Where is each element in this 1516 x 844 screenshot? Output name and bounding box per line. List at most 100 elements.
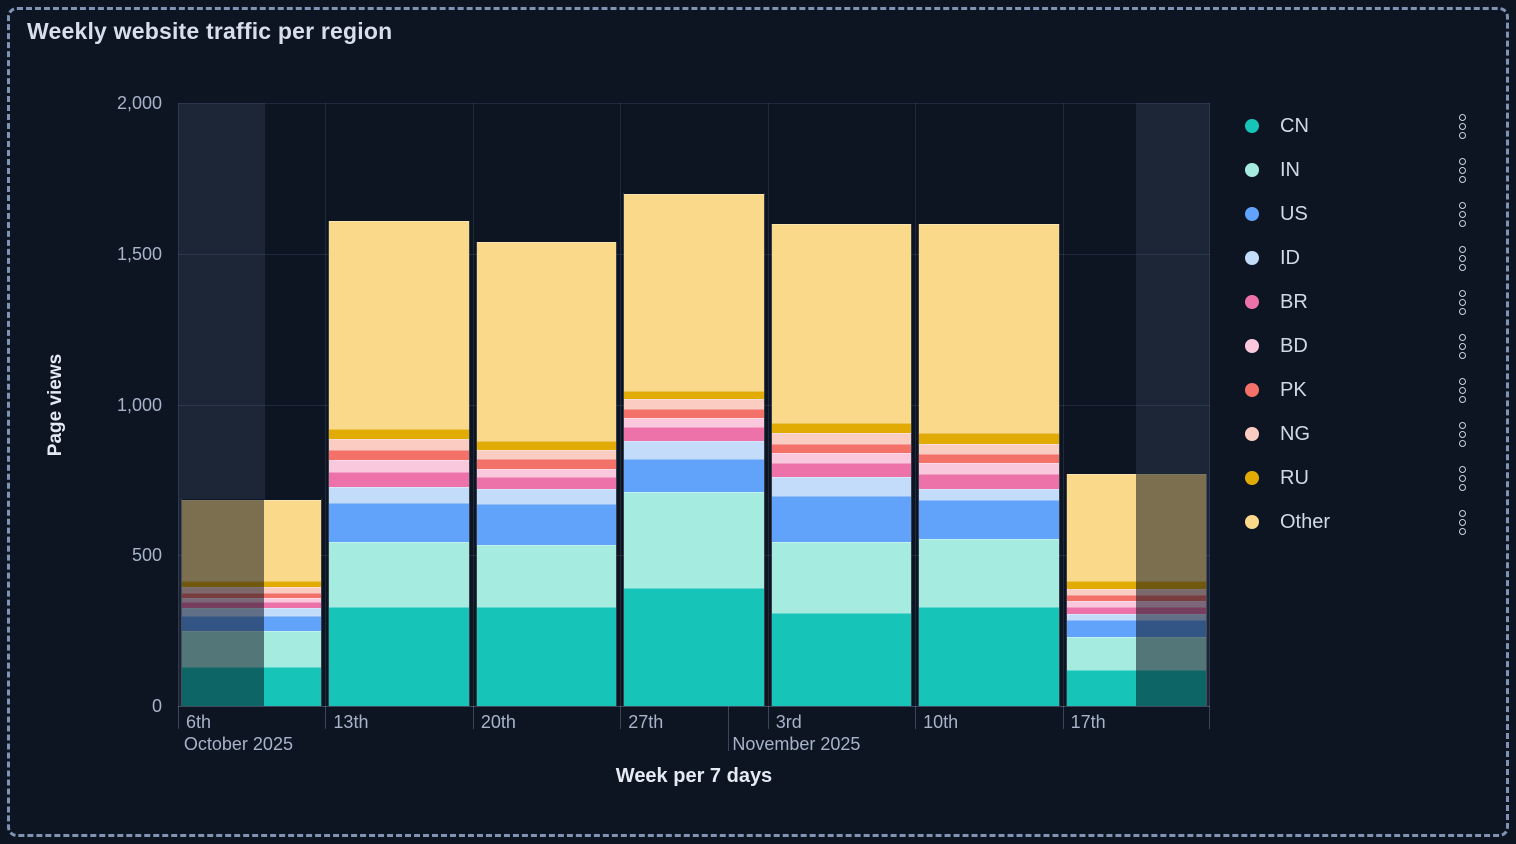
bar-segment-BR[interactable] xyxy=(771,463,912,477)
bar-segment-BD[interactable] xyxy=(624,418,764,428)
bar-segment-RU[interactable] xyxy=(329,428,469,440)
bar-segment-BR[interactable] xyxy=(1066,606,1206,615)
legend-item-label: US xyxy=(1280,202,1308,225)
bar-week-10th xyxy=(918,223,1060,706)
kebab-vertical-icon[interactable] xyxy=(1456,198,1469,231)
legend-item-IN[interactable]: IN xyxy=(1245,148,1469,192)
legend-item-label: PK xyxy=(1280,378,1307,401)
bar-segment-Other[interactable] xyxy=(919,223,1059,434)
legend-item-RU[interactable]: RU xyxy=(1245,456,1469,500)
bar-segment-PK[interactable] xyxy=(624,409,764,419)
bar-segment-BD[interactable] xyxy=(476,469,617,477)
legend-item-NG[interactable]: NG xyxy=(1245,412,1469,456)
bar-segment-US[interactable] xyxy=(476,504,617,545)
bar-segment-CN[interactable] xyxy=(476,606,617,706)
x-tick-label: 10th xyxy=(923,712,959,732)
kebab-dot xyxy=(1459,254,1466,262)
bar-segment-Other[interactable] xyxy=(329,220,469,429)
bar-segment-IN[interactable] xyxy=(476,544,617,607)
bar-segment-ID[interactable] xyxy=(624,440,764,459)
kebab-vertical-icon[interactable] xyxy=(1456,462,1469,495)
bar-segment-CN[interactable] xyxy=(919,606,1059,706)
kebab-vertical-icon[interactable] xyxy=(1456,418,1469,451)
bar-segment-RU[interactable] xyxy=(771,422,912,434)
kebab-dot xyxy=(1459,474,1466,482)
bar-segment-RU[interactable] xyxy=(1066,580,1206,589)
kebab-vertical-icon[interactable] xyxy=(1456,110,1469,143)
month-label: November 2025 xyxy=(732,734,861,754)
bar-segment-ID[interactable] xyxy=(919,488,1059,500)
bar-segment-Other[interactable] xyxy=(476,241,617,441)
bar-segment-RU[interactable] xyxy=(919,433,1059,444)
x-axis: 6th 13th 20th 27th 3rd 10th 17th October 2025 No… xyxy=(178,706,1210,770)
legend-item-PK[interactable]: PK xyxy=(1245,368,1469,412)
kebab-dot xyxy=(1459,219,1466,227)
kebab-vertical-icon[interactable] xyxy=(1456,286,1469,319)
bar-segment-NG[interactable] xyxy=(476,449,617,459)
bar-segment-US[interactable] xyxy=(919,499,1059,539)
kebab-dot xyxy=(1459,430,1466,438)
bar-segment-BR[interactable] xyxy=(919,473,1059,489)
kebab-vertical-icon[interactable] xyxy=(1456,506,1469,539)
kebab-dot xyxy=(1459,342,1466,350)
kebab-dot xyxy=(1459,421,1466,429)
bar-segment-Other[interactable] xyxy=(771,223,912,423)
kebab-vertical-icon[interactable] xyxy=(1456,242,1469,275)
bar-segment-IN[interactable] xyxy=(624,491,764,589)
bar-segment-PK[interactable] xyxy=(771,443,912,453)
week-separator-line xyxy=(1209,103,1210,706)
bar-segment-ID[interactable] xyxy=(476,488,617,505)
bar-segment-PK[interactable] xyxy=(476,458,617,470)
legend-item-BR[interactable]: BR xyxy=(1245,280,1469,324)
legend-item-BD[interactable]: BD xyxy=(1245,324,1469,368)
bar-segment-IN[interactable] xyxy=(919,538,1059,607)
bar-segment-NG[interactable] xyxy=(1066,588,1206,595)
legend-item-Other[interactable]: Other xyxy=(1245,500,1469,544)
kebab-vertical-icon[interactable] xyxy=(1456,154,1469,187)
bar-segment-Other[interactable] xyxy=(624,193,764,392)
x-tick-label: 17th xyxy=(1070,712,1106,732)
bar-segment-US[interactable] xyxy=(329,502,469,542)
bar-segment-NG[interactable] xyxy=(771,433,912,444)
bar-segment-BD[interactable] xyxy=(771,452,912,464)
bar-segment-NG[interactable] xyxy=(329,439,469,450)
kebab-vertical-icon[interactable] xyxy=(1456,330,1469,363)
bar-segment-PK[interactable] xyxy=(919,454,1059,464)
bar-segment-US[interactable] xyxy=(771,496,912,542)
bar-segment-ID[interactable] xyxy=(1066,614,1206,621)
y-tick-label: 1,500 xyxy=(116,243,162,264)
bar-segment-BD[interactable] xyxy=(919,463,1059,474)
bar-segment-IN[interactable] xyxy=(771,541,912,613)
bar-segment-US[interactable] xyxy=(624,458,764,492)
bar-segment-CN[interactable] xyxy=(329,606,469,706)
bar-segment-NG[interactable] xyxy=(624,398,764,410)
kebab-dot xyxy=(1459,333,1466,341)
bar-segment-BR[interactable] xyxy=(624,427,764,441)
y-tick-label: 1,000 xyxy=(116,394,162,415)
bar-segment-PK[interactable] xyxy=(1066,594,1206,601)
bar-segment-BR[interactable] xyxy=(476,476,617,489)
bar-segment-ID[interactable] xyxy=(329,487,469,503)
bar-segment-CN[interactable] xyxy=(771,612,912,706)
x-tick-mark xyxy=(1062,706,1064,729)
bar-segment-BD[interactable] xyxy=(329,460,469,473)
bar-segment-RU[interactable] xyxy=(624,391,764,399)
legend-item-ID[interactable]: ID xyxy=(1245,236,1469,280)
bar-segment-IN[interactable] xyxy=(329,541,469,607)
x-tick-mark xyxy=(325,706,327,729)
bar-segment-RU[interactable] xyxy=(476,440,617,450)
legend-item-US[interactable]: US xyxy=(1245,192,1469,236)
legend-color-dot xyxy=(1245,119,1259,133)
y-gridline xyxy=(178,103,1210,104)
bar-segment-CN[interactable] xyxy=(624,588,764,706)
kebab-vertical-icon[interactable] xyxy=(1456,374,1469,407)
legend-color-dot xyxy=(1245,207,1259,221)
bar-segment-ID[interactable] xyxy=(771,476,912,497)
kebab-dot xyxy=(1459,518,1466,526)
bar-segment-BD[interactable] xyxy=(1066,600,1206,607)
x-axis-title: Week per 7 days xyxy=(615,765,773,787)
legend-item-CN[interactable]: CN xyxy=(1245,104,1469,148)
bar-segment-PK[interactable] xyxy=(329,449,469,461)
bar-segment-BR[interactable] xyxy=(329,472,469,488)
bar-segment-NG[interactable] xyxy=(919,443,1059,455)
